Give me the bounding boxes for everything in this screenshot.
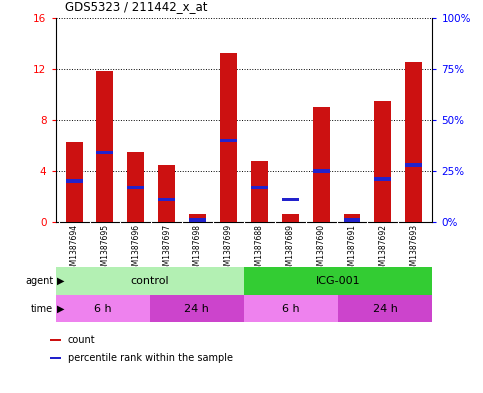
Bar	[128, 185, 144, 189]
Bar	[128, 152, 144, 222]
Bar	[189, 218, 206, 222]
Text: ▶: ▶	[57, 303, 64, 314]
Text: time: time	[31, 303, 53, 314]
Bar	[313, 169, 329, 173]
Bar	[220, 53, 237, 222]
Bar	[97, 151, 114, 154]
Text: GSM1387699: GSM1387699	[224, 224, 233, 275]
Bar	[66, 141, 83, 222]
Text: GSM1387690: GSM1387690	[317, 224, 326, 275]
Text: count: count	[68, 335, 95, 345]
Bar	[405, 163, 422, 167]
Text: percentile rank within the sample: percentile rank within the sample	[68, 353, 233, 363]
Text: GDS5323 / 211442_x_at: GDS5323 / 211442_x_at	[65, 0, 208, 13]
Bar	[50, 339, 61, 341]
Text: agent: agent	[25, 276, 53, 286]
Bar	[189, 214, 206, 222]
Bar	[282, 198, 298, 201]
Bar	[244, 295, 338, 322]
Bar	[343, 214, 360, 222]
Bar	[150, 295, 244, 322]
Text: GSM1387689: GSM1387689	[286, 224, 295, 275]
Bar	[158, 198, 175, 201]
Text: 24 h: 24 h	[373, 303, 398, 314]
Bar	[66, 179, 83, 183]
Text: GSM1387691: GSM1387691	[347, 224, 356, 275]
Text: GSM1387697: GSM1387697	[162, 224, 171, 275]
Text: GSM1387692: GSM1387692	[378, 224, 387, 275]
Text: GSM1387694: GSM1387694	[70, 224, 79, 275]
Bar	[220, 138, 237, 142]
Bar	[158, 165, 175, 222]
Text: GSM1387696: GSM1387696	[131, 224, 141, 275]
Bar	[251, 185, 268, 189]
Bar	[56, 267, 244, 295]
Bar	[374, 101, 391, 222]
Bar	[405, 62, 422, 222]
Bar	[56, 295, 150, 322]
Bar	[97, 71, 114, 222]
Bar	[374, 177, 391, 181]
Text: GSM1387688: GSM1387688	[255, 224, 264, 275]
Text: GSM1387695: GSM1387695	[100, 224, 110, 275]
Bar	[313, 107, 329, 222]
Bar	[343, 218, 360, 222]
Text: 6 h: 6 h	[94, 303, 112, 314]
Text: 24 h: 24 h	[185, 303, 209, 314]
Text: ICG-001: ICG-001	[316, 276, 360, 286]
Text: GSM1387693: GSM1387693	[409, 224, 418, 275]
Bar	[251, 161, 268, 222]
Bar	[338, 295, 432, 322]
Text: 6 h: 6 h	[282, 303, 300, 314]
Bar	[282, 214, 298, 222]
Text: ▶: ▶	[57, 276, 64, 286]
Text: control: control	[130, 276, 169, 286]
Bar	[50, 357, 61, 359]
Text: GSM1387698: GSM1387698	[193, 224, 202, 275]
Bar	[244, 267, 432, 295]
